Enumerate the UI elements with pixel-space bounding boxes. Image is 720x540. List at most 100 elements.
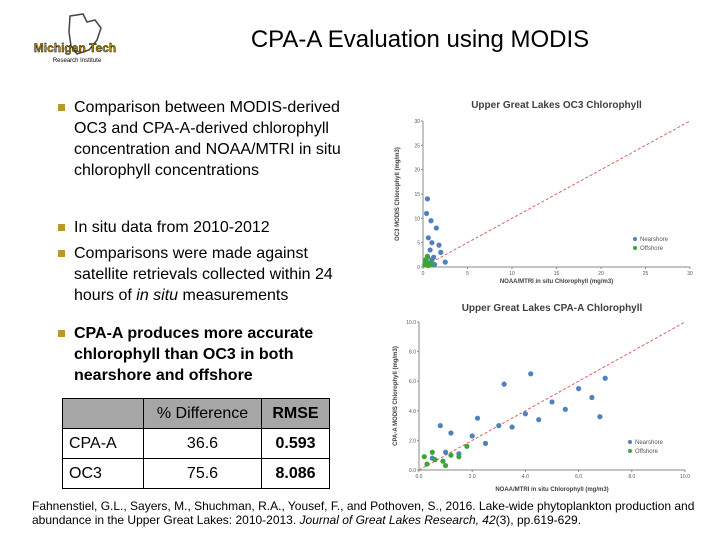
logo-subtitle: Research Institute	[53, 58, 102, 64]
bullet-marker	[58, 104, 65, 111]
x-tick-label: 0	[422, 271, 425, 277]
legend-marker	[633, 246, 637, 250]
y-tick-label: 0.0	[409, 468, 416, 474]
bullet: In situ data from 2010-2012	[74, 217, 349, 238]
y-tick-label: 6.0	[409, 379, 416, 385]
point	[432, 457, 438, 463]
header-cell: RMSE	[261, 398, 330, 429]
point	[429, 449, 435, 455]
one-to-one-line	[422, 120, 691, 268]
point	[448, 452, 454, 458]
bullet-text: Comparisons were made against satellite …	[74, 245, 333, 304]
x-tick-label: 5	[466, 271, 469, 277]
y-tick-label: 10.0	[406, 320, 416, 326]
bullet-text: Comparison between MODIS-derived OC3 and…	[74, 99, 341, 179]
cell: 36.6	[143, 428, 262, 459]
bullet: Comparison between MODIS-derived OC3 and…	[74, 97, 349, 181]
logo-name: Michigan Tech	[34, 41, 116, 55]
x-tick-label: 30	[687, 271, 693, 277]
y-tick-label: 4.0	[409, 409, 416, 415]
bullet-marker	[58, 224, 65, 231]
point	[589, 394, 595, 401]
bullet: CPA-A produces more accurate chlorophyll…	[74, 323, 349, 386]
x-tick-label: 6.0	[575, 474, 582, 480]
x-axis-label: NOAA/MTRI in situ Chlorophyll (mg/m3)	[495, 487, 608, 493]
x-tick-label: 8.0	[628, 474, 635, 480]
citation-text: (3), pp.619-629.	[495, 513, 582, 527]
point	[440, 458, 446, 464]
y-axis-label: CPA-A MODIS Chlorophyll (mg/m3)	[393, 346, 399, 446]
point	[562, 406, 568, 412]
bullet-text: In situ data from 2010-2012	[74, 219, 270, 236]
point	[522, 411, 528, 417]
bullet-text: in situ	[136, 287, 179, 304]
results-table: % Difference RMSE CPA-A 36.6 0.593 OC3 7…	[62, 398, 330, 489]
cell: 75.6	[143, 458, 262, 489]
chart-title: Upper Great Lakes CPA-A Chlorophyll	[462, 303, 643, 314]
point	[469, 433, 475, 439]
point	[482, 440, 489, 446]
table-header: % Difference RMSE	[62, 398, 330, 429]
point	[474, 415, 481, 421]
point	[423, 210, 430, 217]
point	[509, 424, 515, 430]
point	[496, 423, 502, 429]
y-tick-label: 10	[414, 216, 420, 222]
bullet-marker	[58, 330, 65, 337]
y-tick-label: 8.0	[409, 350, 416, 356]
x-tick-label: 10	[509, 271, 515, 277]
x-tick-label: 15	[554, 271, 560, 277]
header-cell	[62, 398, 144, 429]
point	[501, 381, 507, 387]
citation: Fahnenstiel, G.L., Sayers, M., Shuchman,…	[32, 499, 712, 527]
legend-label: Offshore	[635, 449, 659, 455]
y-tick-label: 25	[414, 143, 420, 149]
point	[424, 461, 430, 467]
table-row: OC3 75.6 8.086	[62, 458, 330, 489]
y-tick-label: 2.0	[409, 438, 416, 444]
chart-title: Upper Great Lakes OC3 Chlorophyll	[471, 100, 642, 111]
point	[549, 399, 555, 405]
row-label: OC3	[62, 458, 144, 489]
point	[428, 218, 434, 224]
x-tick-label: 25	[643, 271, 649, 277]
y-tick-label: 30	[414, 119, 420, 125]
legend-marker	[628, 440, 632, 444]
bullet-marker	[58, 250, 65, 257]
point	[448, 430, 454, 436]
row-label: CPA-A	[62, 428, 144, 459]
point	[433, 225, 439, 231]
point	[425, 235, 431, 241]
x-axis-label: NOAA/MTRI in situ Chlorophyll (mg/m3)	[500, 279, 613, 285]
cell: 0.593	[261, 428, 330, 459]
chart: Upper Great Lakes CPA-A Chlorophyll 0.0 2.…	[393, 303, 690, 493]
bullet: Comparisons were made against satellite …	[74, 243, 349, 306]
point	[443, 462, 449, 469]
legend-marker	[633, 237, 637, 241]
point	[442, 259, 448, 265]
x-tick-label: 4.0	[522, 474, 529, 480]
y-tick-label: 5	[417, 241, 420, 247]
point	[443, 449, 449, 455]
point	[438, 249, 444, 255]
legend-label: Nearshore	[640, 237, 669, 243]
table-row: CPA-A 36.6 0.593	[62, 428, 330, 459]
point	[528, 371, 534, 377]
header-cell: % Difference	[143, 398, 262, 429]
point	[436, 242, 442, 248]
point	[437, 423, 443, 429]
legend-label: Nearshore	[635, 440, 664, 446]
citation-text: Fahnenstiel, G.L., Sayers, M., Shuchman,…	[32, 499, 695, 527]
point	[456, 454, 462, 460]
point	[597, 414, 603, 420]
one-to-one-line	[418, 321, 686, 471]
x-tick-label: 10.0	[680, 474, 690, 480]
x-tick-label: 2.0	[469, 474, 476, 480]
cell: 8.086	[261, 458, 330, 489]
y-tick-label: 0	[417, 265, 420, 271]
point	[429, 261, 435, 267]
y-tick-label: 15	[414, 192, 420, 198]
y-axis-label: OC3 MODIS Chlorophyll (mg/m3)	[395, 147, 401, 241]
slide-title: CPA-A Evaluation using MODIS	[250, 26, 590, 53]
chart: Upper Great Lakes OC3 Chlorophyll 0 5 10 15 2…	[395, 100, 693, 285]
